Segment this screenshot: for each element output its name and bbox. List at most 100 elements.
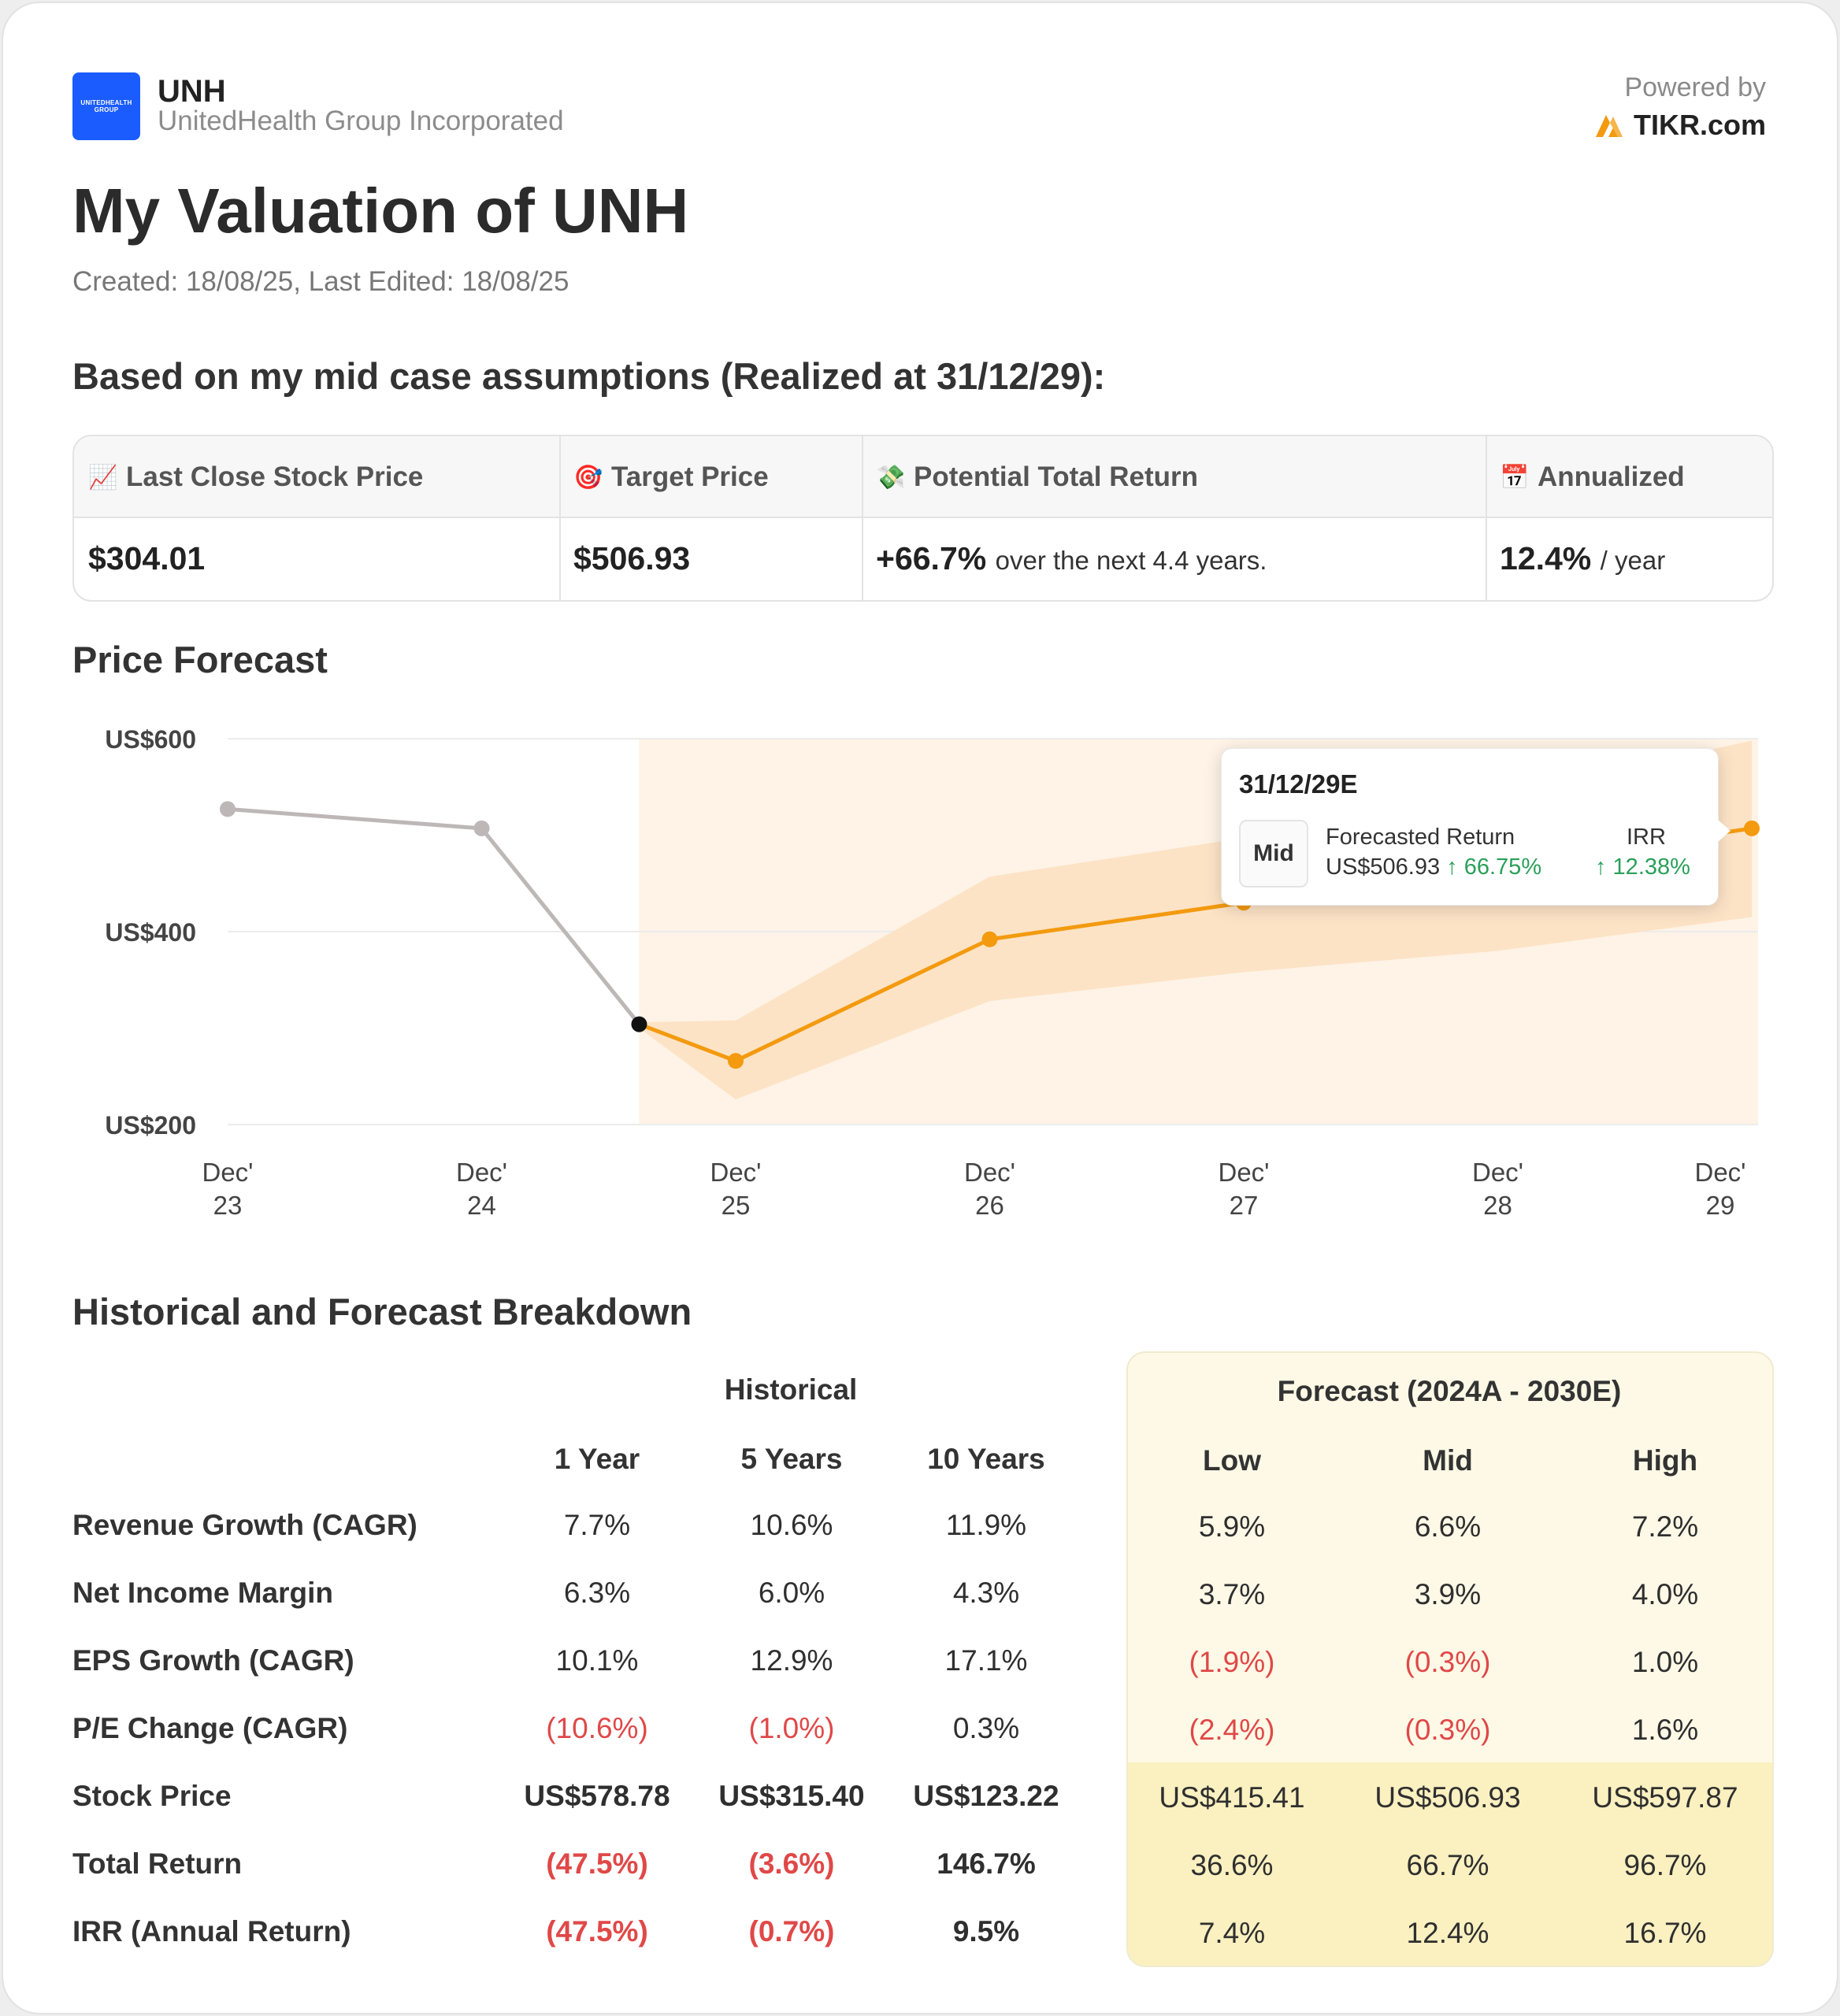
table-cell: (0.3%) [1404,1646,1491,1678]
table-cell: (1.9%) [1189,1646,1275,1678]
table-cell: (3.6%) [748,1847,835,1880]
total-return-label: 💸 Potential Total Return [876,461,1199,492]
created-date: Created: 18/08/25, Last Edited: 18/08/25 [72,266,569,297]
last-close-value: $304.01 [88,540,206,576]
col-10-years-header: 10 Years [927,1443,1045,1475]
row-label: Total Return [72,1847,243,1880]
table-cell: (10.6%) [546,1712,648,1744]
x-tick-label: Dec' [456,1158,507,1187]
x-tick-label: Dec' [710,1158,762,1187]
current-price-point [631,1016,647,1032]
row-label: Net Income Margin [72,1577,333,1609]
table-cell: (1.0%) [748,1712,835,1744]
table-cell: 4.0% [1631,1578,1699,1610]
col-high-header: High [1632,1444,1698,1477]
col-5-years-header: 5 Years [740,1443,843,1475]
forecast-panel-highlight [1128,1762,1772,1966]
metrics-table: 📈 Last Close Stock Price 🎯 Target Price 💸 P… [72,435,1774,602]
table-cell: 1.6% [1631,1714,1699,1746]
table-cell: 1.0% [1631,1646,1699,1678]
x-tick-label: Dec' [1219,1158,1270,1187]
x-tick-label: Dec' [964,1158,1015,1187]
assumptions-heading: Based on my mid case assumptions (Realiz… [72,355,1106,397]
price-forecast-heading: Price Forecast [72,639,328,680]
table-cell: 9.5% [952,1915,1020,1947]
table-cell: 4.3% [952,1577,1020,1609]
x-tick-label: 26 [975,1191,1004,1220]
table-cell: 7.2% [1631,1510,1699,1543]
tikr-brand[interactable]: TIKR.com [1593,109,1766,142]
target-icon: 🎯 [573,464,603,491]
company-logo: UNITEDHEALTH GROUP [72,72,140,140]
row-label: P/E Change (CAGR) [72,1712,348,1744]
tooltip-return-pct: ↑ 66.75% [1446,854,1542,880]
table-cell: 6.6% [1414,1510,1482,1543]
table-cell: US$597.87 [1592,1781,1738,1814]
x-tick-label: 23 [213,1191,243,1220]
table-cell: 10.6% [750,1509,833,1541]
historical-header: Historical [724,1373,858,1406]
table-cell: (47.5%) [546,1915,648,1947]
price-forecast-chart: US$600US$400US$200Dec'23Dec'24Dec'25Dec'… [105,725,1760,1220]
tooltip-return-value: US$506.93 ↑ 66.75% [1326,854,1542,880]
tooltip-date: 31/12/29E [1239,769,1358,799]
table-cell: (2.4%) [1189,1714,1275,1746]
x-tick-label: Dec' [1472,1158,1523,1187]
table-cell: US$315.40 [718,1780,865,1812]
historical-point [220,801,236,817]
table-cell: 6.3% [563,1577,631,1609]
table-cell: 146.7% [937,1847,1036,1880]
table-cell: 12.9% [750,1644,833,1677]
table-cell: 3.9% [1414,1578,1482,1610]
x-tick-label: 24 [467,1191,496,1220]
target-price-value: $506.93 [573,540,691,576]
table-cell: US$578.78 [524,1780,670,1812]
tooltip-return-label: Forecasted Return [1326,825,1515,850]
annualized-label: 📅 Annualized [1500,461,1685,492]
breakdown-heading: Historical and Forecast Breakdown [72,1291,692,1332]
money-icon: 💸 [876,464,906,491]
x-tick-label: 27 [1230,1191,1259,1220]
col-low-header: Low [1203,1444,1261,1477]
table-cell: 11.9% [945,1509,1027,1541]
x-tick-label: 25 [722,1191,751,1220]
tooltip-case-badge: Mid [1239,820,1308,888]
table-cell: 17.1% [944,1644,1028,1677]
powered-by-label: Powered by [1624,72,1766,102]
x-tick-label: Dec' [202,1158,254,1187]
y-tick-label: US$200 [105,1111,196,1140]
chart-icon: 📈 [88,464,118,491]
table-cell: 12.4% [1406,1917,1489,1949]
table-cell: 6.0% [758,1577,825,1609]
calendar-icon: 📅 [1500,464,1530,491]
target-price-label: 🎯 Target Price [573,461,769,492]
tikr-brand-label: TIKR.com [1633,109,1766,141]
tooltip-irr-value: ↑ 12.38% [1595,854,1690,880]
row-label: EPS Growth (CAGR) [72,1644,354,1677]
table-cell: US$506.93 [1374,1781,1521,1814]
row-label: IRR (Annual Return) [72,1915,351,1947]
forecast-panel [1126,1351,1774,1967]
table-cell: 3.7% [1198,1578,1266,1610]
x-tick-label: 29 [1706,1191,1735,1220]
ticker-symbol: UNH [158,74,226,109]
last-close-label: 📈 Last Close Stock Price [88,461,424,492]
row-label: Revenue Growth (CAGR) [72,1509,417,1541]
company-name: UnitedHealth Group Incorporated [158,106,564,136]
table-cell: 7.4% [1198,1917,1266,1949]
forecast-point [981,931,998,947]
table-cell: 7.7% [563,1509,631,1541]
breakdown-table: Historical Forecast (2024A - 2030E) 1 Ye… [3,3,1840,2016]
tikr-logo-icon [1595,115,1623,137]
row-label: Stock Price [72,1780,232,1812]
x-tick-label: 28 [1483,1191,1512,1220]
chart-tooltip: 31/12/29E Mid Forecasted Return US$506.9… [1221,748,1731,906]
table-cell: US$123.22 [913,1780,1059,1812]
table-cell: (0.7%) [748,1915,835,1947]
forecast-point [728,1053,744,1069]
page-title: My Valuation of UNH [72,176,689,246]
table-cell: 36.6% [1190,1849,1274,1881]
table-cell: 96.7% [1623,1849,1707,1881]
annualized-value: 12.4% / year [1500,540,1666,576]
